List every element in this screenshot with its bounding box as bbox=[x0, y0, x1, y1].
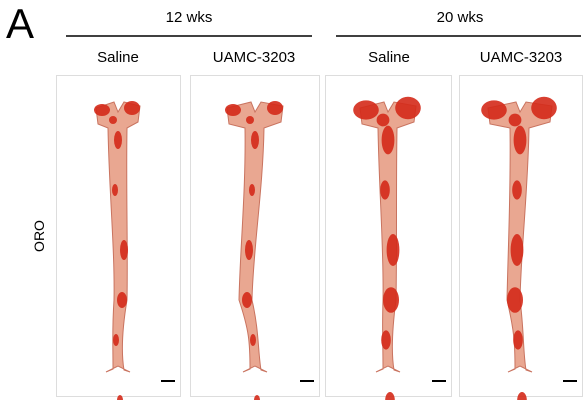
plaque bbox=[113, 334, 119, 346]
image-panel bbox=[460, 76, 583, 401]
image-panel bbox=[191, 76, 320, 401]
plaque bbox=[382, 126, 395, 155]
plaque bbox=[395, 97, 421, 119]
group-label: 12 wks bbox=[166, 9, 213, 26]
plaque bbox=[225, 104, 241, 116]
panel-label: A bbox=[6, 0, 34, 47]
plaque bbox=[246, 116, 254, 124]
plaque bbox=[514, 126, 527, 155]
plaque bbox=[383, 287, 399, 313]
page: A 12 wks 20 wks Saline UAMC-3203 Saline … bbox=[0, 0, 584, 400]
column-label: UAMC-3203 bbox=[213, 49, 296, 66]
row-label: ORO bbox=[31, 220, 47, 252]
plaque bbox=[507, 287, 523, 313]
plaque bbox=[94, 104, 110, 116]
image-panels bbox=[57, 76, 583, 401]
plaque bbox=[251, 131, 259, 149]
plaque bbox=[377, 114, 390, 127]
plaque bbox=[114, 131, 122, 149]
plaque bbox=[380, 180, 390, 199]
plaque bbox=[513, 330, 523, 349]
plaque bbox=[481, 100, 507, 119]
column-label: Saline bbox=[97, 49, 139, 66]
plaque bbox=[245, 240, 253, 260]
plaque bbox=[109, 116, 117, 124]
image-panel bbox=[57, 76, 181, 401]
image-panel bbox=[326, 76, 452, 401]
plaque bbox=[381, 330, 391, 349]
plaque bbox=[112, 184, 118, 196]
plaque bbox=[250, 334, 256, 346]
plaque bbox=[531, 97, 557, 119]
plaque bbox=[353, 100, 379, 119]
column-label: Saline bbox=[368, 49, 410, 66]
plaque bbox=[512, 180, 522, 199]
plaque bbox=[117, 292, 127, 308]
plaque bbox=[242, 292, 252, 308]
group-label: 20 wks bbox=[437, 9, 484, 26]
plaque bbox=[124, 101, 140, 115]
plaque bbox=[267, 101, 283, 115]
plaque bbox=[120, 240, 128, 260]
figure: A 12 wks 20 wks Saline UAMC-3203 Saline … bbox=[0, 0, 584, 400]
plaque bbox=[387, 234, 400, 266]
column-label: UAMC-3203 bbox=[480, 49, 563, 66]
plaque bbox=[249, 184, 255, 196]
plaque bbox=[509, 114, 522, 127]
plaque bbox=[511, 234, 524, 266]
